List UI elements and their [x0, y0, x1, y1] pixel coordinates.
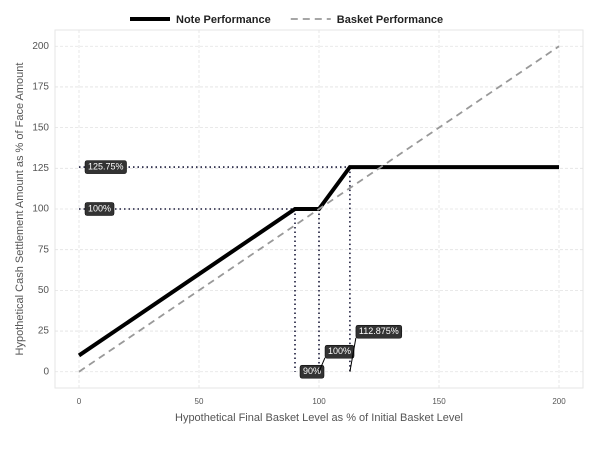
y-axis-label: Hypothetical Cash Settlement Amount as %… [14, 63, 26, 356]
x-tick-label: 150 [432, 397, 446, 406]
annotation-label: 100% [88, 203, 111, 213]
y-tick-label: 75 [38, 244, 50, 255]
annotation: 100% [84, 202, 115, 216]
legend-label: Note Performance [176, 14, 271, 26]
legend-label: Basket Performance [337, 14, 443, 26]
y-tick-label: 175 [32, 82, 49, 93]
y-tick-label: 150 [32, 122, 49, 133]
annotation-box [84, 160, 127, 174]
x-tick-label: 200 [552, 397, 566, 406]
annotation: 112.875% [349, 324, 403, 372]
y-tick-label: 200 [32, 41, 49, 52]
annotation-label: 90% [303, 366, 321, 376]
annotation-box [84, 202, 115, 216]
y-tick-label: 0 [43, 366, 49, 377]
y-tick-label: 50 [38, 285, 50, 296]
annotation-label: 125.75% [88, 161, 124, 171]
annotation-box [299, 364, 325, 379]
annotation-leader [349, 337, 357, 372]
series-line [78, 45, 560, 373]
x-tick-label: 50 [195, 397, 204, 406]
annotation-box [324, 344, 355, 359]
x-tick-label: 100 [312, 397, 326, 406]
annotation: 90% [299, 364, 325, 379]
annotation-box [355, 324, 403, 339]
annotation: 125.75% [84, 160, 127, 174]
annotation-label: 112.875% [359, 326, 399, 336]
annotation-label: 100% [328, 346, 351, 356]
y-tick-label: 100 [32, 204, 49, 215]
x-axis-label: Hypothetical Final Basket Level as % of … [175, 412, 463, 424]
annotation: 100% [318, 344, 355, 372]
annotation-leader [318, 357, 326, 372]
y-tick-label: 25 [38, 326, 50, 337]
x-tick-label: 0 [77, 397, 82, 406]
y-tick-label: 125 [32, 163, 49, 174]
